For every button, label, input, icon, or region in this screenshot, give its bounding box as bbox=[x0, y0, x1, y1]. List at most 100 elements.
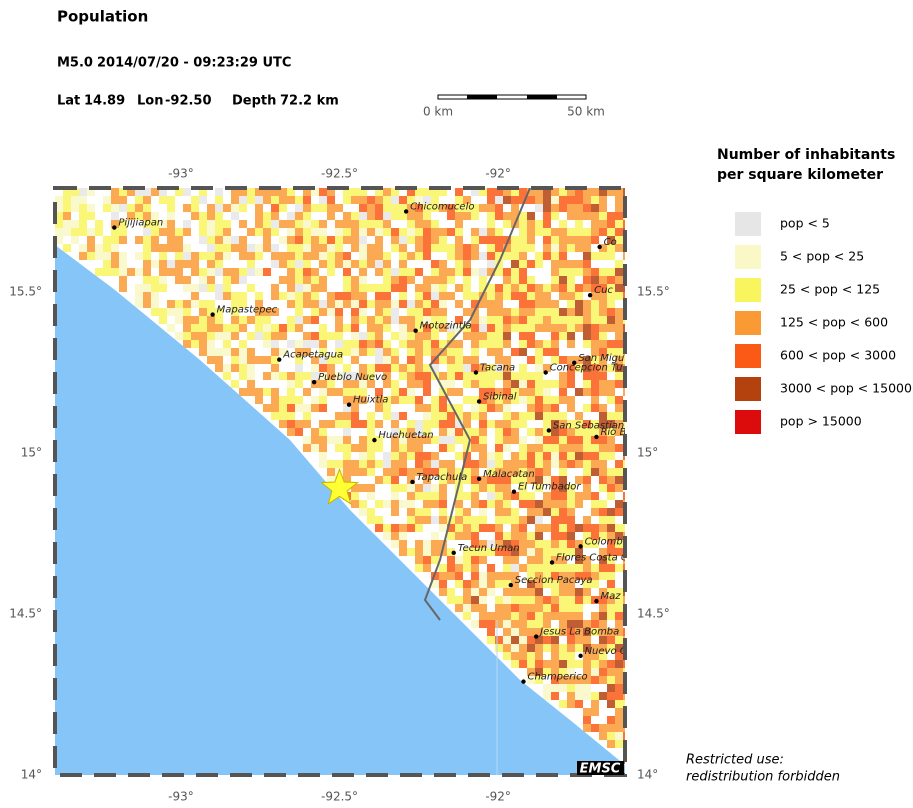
raster-cell bbox=[559, 396, 567, 404]
raster-cell bbox=[455, 244, 463, 252]
raster-cell bbox=[551, 524, 559, 532]
raster-cell bbox=[607, 660, 615, 668]
raster-cell bbox=[575, 660, 583, 668]
raster-cell bbox=[503, 404, 511, 412]
raster-cell bbox=[303, 300, 311, 308]
raster-cell bbox=[239, 236, 247, 244]
raster-cell bbox=[567, 404, 575, 412]
raster-cell bbox=[303, 388, 311, 396]
raster-cell bbox=[535, 484, 543, 492]
raster-cell bbox=[271, 212, 279, 220]
raster-cell bbox=[167, 212, 175, 220]
raster-cell bbox=[583, 300, 591, 308]
raster-cell bbox=[599, 268, 607, 276]
raster-cell bbox=[199, 220, 207, 228]
raster-cell bbox=[383, 476, 391, 484]
raster-cell bbox=[375, 524, 383, 532]
raster-cell bbox=[207, 204, 215, 212]
raster-cell bbox=[295, 372, 303, 380]
raster-cell bbox=[391, 364, 399, 372]
raster-cell bbox=[103, 196, 111, 204]
raster-cell bbox=[607, 684, 615, 692]
raster-cell bbox=[279, 348, 287, 356]
raster-cell bbox=[375, 196, 383, 204]
raster-cell bbox=[503, 460, 511, 468]
raster-cell bbox=[503, 564, 511, 572]
raster-cell bbox=[567, 236, 575, 244]
raster-cell bbox=[519, 644, 527, 652]
raster-cell bbox=[167, 228, 175, 236]
raster-cell bbox=[295, 308, 303, 316]
raster-cell bbox=[615, 340, 623, 348]
raster-cell bbox=[559, 564, 567, 572]
raster-cell bbox=[487, 404, 495, 412]
raster-cell bbox=[599, 692, 607, 700]
raster-cell bbox=[399, 204, 407, 212]
raster-cell bbox=[199, 268, 207, 276]
raster-cell bbox=[567, 516, 575, 524]
raster-cell bbox=[447, 204, 455, 212]
raster-cell bbox=[615, 484, 623, 492]
city-dot bbox=[578, 544, 583, 549]
raster-cell bbox=[511, 244, 519, 252]
raster-cell bbox=[495, 580, 503, 588]
raster-cell bbox=[535, 596, 543, 604]
raster-cell bbox=[615, 404, 623, 412]
raster-cell bbox=[615, 588, 623, 596]
raster-cell bbox=[95, 220, 103, 228]
raster-cell bbox=[279, 396, 287, 404]
raster-cell bbox=[551, 484, 559, 492]
raster-cell bbox=[511, 548, 519, 556]
raster-cell bbox=[407, 364, 415, 372]
legend-label: pop < 5 bbox=[780, 216, 830, 231]
raster-cell bbox=[367, 324, 375, 332]
city-label: Nuevo C bbox=[585, 646, 627, 657]
raster-cell bbox=[311, 300, 319, 308]
raster-cell bbox=[463, 460, 471, 468]
raster-cell bbox=[567, 684, 575, 692]
raster-cell bbox=[543, 316, 551, 324]
raster-cell bbox=[527, 476, 535, 484]
raster-cell bbox=[511, 636, 519, 644]
raster-cell bbox=[543, 524, 551, 532]
raster-cell bbox=[423, 252, 431, 260]
raster-cell bbox=[127, 204, 135, 212]
raster-cell bbox=[527, 676, 535, 684]
raster-cell bbox=[599, 572, 607, 580]
raster-cell bbox=[335, 348, 343, 356]
raster-cell bbox=[359, 188, 367, 196]
raster-cell bbox=[543, 284, 551, 292]
raster-cell bbox=[127, 188, 135, 196]
raster-cell bbox=[519, 532, 527, 540]
raster-cell bbox=[239, 356, 247, 364]
raster-cell bbox=[591, 396, 599, 404]
raster-cell bbox=[375, 284, 383, 292]
raster-cell bbox=[223, 324, 231, 332]
raster-cell bbox=[391, 204, 399, 212]
raster-cell bbox=[263, 220, 271, 228]
raster-cell bbox=[551, 252, 559, 260]
raster-cell bbox=[327, 388, 335, 396]
raster-cell bbox=[383, 524, 391, 532]
raster-cell bbox=[391, 524, 399, 532]
raster-cell bbox=[287, 404, 295, 412]
raster-cell bbox=[551, 588, 559, 596]
raster-cell bbox=[503, 380, 511, 388]
raster-cell bbox=[479, 500, 487, 508]
raster-cell bbox=[447, 460, 455, 468]
raster-cell bbox=[423, 452, 431, 460]
raster-cell bbox=[535, 604, 543, 612]
raster-cell bbox=[567, 308, 575, 316]
raster-cell bbox=[511, 468, 519, 476]
city-dot bbox=[549, 560, 555, 565]
raster-cell bbox=[367, 460, 375, 468]
raster-cell bbox=[487, 196, 495, 204]
raster-cell bbox=[343, 252, 351, 260]
raster-cell bbox=[511, 508, 519, 516]
raster-cell bbox=[207, 236, 215, 244]
raster-cell bbox=[167, 308, 175, 316]
raster-cell bbox=[247, 388, 255, 396]
raster-cell bbox=[583, 492, 591, 500]
raster-cell bbox=[543, 660, 551, 668]
raster-cell bbox=[495, 492, 503, 500]
